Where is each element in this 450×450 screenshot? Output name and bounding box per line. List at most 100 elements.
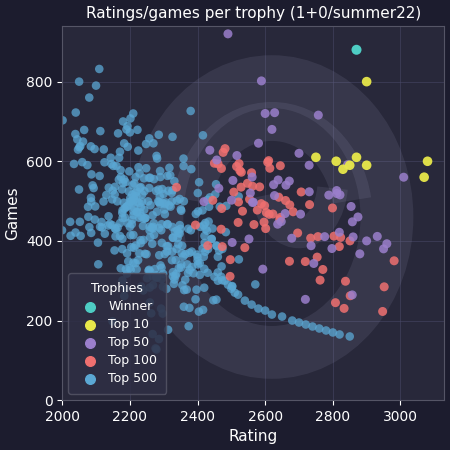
Point: [261, 110, 269, 117]
Point: [187, 227, 194, 234]
Point: [266, 211, 273, 218]
Point: [105, 184, 112, 191]
Point: [229, 239, 236, 246]
Point: [265, 157, 272, 164]
Point: [163, 248, 171, 255]
Point: [130, 212, 137, 219]
Point: [182, 276, 189, 284]
Point: [221, 145, 229, 152]
Point: [220, 149, 227, 156]
Point: [282, 182, 289, 189]
Point: [374, 233, 381, 240]
Point: [77, 232, 84, 239]
Point: [288, 317, 296, 324]
Point: [135, 147, 142, 154]
Point: [86, 224, 93, 231]
Point: [201, 232, 208, 239]
Point: [302, 258, 309, 265]
Point: [212, 180, 220, 188]
Point: [134, 126, 141, 134]
Point: [230, 177, 237, 184]
Point: [150, 140, 157, 147]
Point: [151, 266, 158, 273]
Point: [180, 155, 187, 162]
Point: [254, 207, 261, 214]
Point: [159, 283, 166, 290]
Point: [213, 243, 220, 250]
Point: [202, 225, 209, 233]
Point: [176, 230, 183, 237]
Point: [288, 234, 295, 242]
Point: [137, 204, 144, 211]
Point: [222, 229, 230, 236]
Point: [199, 132, 207, 139]
Point: [353, 46, 360, 54]
Point: [421, 174, 428, 181]
Point: [136, 209, 144, 216]
Point: [147, 174, 154, 181]
Point: [140, 206, 148, 213]
Point: [201, 284, 208, 291]
Point: [132, 174, 139, 181]
Point: [166, 172, 174, 179]
Point: [248, 173, 256, 180]
Point: [218, 277, 225, 284]
Point: [173, 270, 180, 278]
Point: [117, 166, 124, 174]
Point: [215, 184, 222, 192]
Point: [127, 232, 134, 239]
Point: [155, 131, 162, 139]
Point: [81, 126, 88, 134]
Point: [424, 158, 431, 165]
Point: [354, 213, 361, 220]
Point: [147, 202, 154, 209]
Point: [128, 220, 135, 228]
Point: [153, 208, 161, 216]
Point: [76, 78, 83, 85]
Point: [173, 184, 180, 191]
Point: [271, 192, 278, 199]
Point: [179, 282, 186, 289]
Point: [204, 245, 212, 252]
Point: [159, 199, 166, 207]
Point: [117, 220, 124, 227]
Point: [186, 266, 193, 274]
Point: [211, 160, 218, 167]
Point: [111, 247, 118, 254]
Point: [174, 234, 181, 242]
Title: Ratings/games per trophy (1+0/summer22): Ratings/games per trophy (1+0/summer22): [86, 5, 421, 21]
Point: [139, 198, 146, 205]
Point: [153, 273, 160, 280]
Point: [76, 144, 83, 151]
Legend: Winner, Top 10, Top 50, Top 100, Top 500: Winner, Top 10, Top 50, Top 100, Top 500: [68, 274, 166, 394]
Point: [246, 196, 253, 203]
Point: [117, 148, 124, 155]
Point: [197, 223, 204, 230]
Point: [177, 206, 184, 213]
Point: [94, 239, 102, 246]
Point: [194, 261, 202, 268]
Point: [119, 180, 126, 187]
Point: [117, 173, 124, 180]
Point: [214, 269, 221, 276]
Point: [149, 330, 156, 338]
Point: [153, 155, 161, 162]
Point: [136, 199, 143, 207]
X-axis label: Rating: Rating: [229, 429, 278, 445]
Point: [171, 178, 178, 185]
Point: [346, 237, 354, 244]
Point: [142, 215, 149, 222]
Point: [194, 257, 201, 265]
Point: [173, 197, 180, 204]
Point: [96, 65, 103, 72]
Point: [353, 154, 360, 161]
Point: [96, 172, 103, 180]
Point: [131, 180, 138, 187]
Point: [205, 218, 212, 225]
Point: [193, 286, 200, 293]
Y-axis label: Games: Games: [5, 186, 21, 240]
Point: [111, 191, 118, 198]
Point: [139, 191, 146, 198]
Point: [279, 313, 286, 320]
Point: [266, 165, 274, 172]
